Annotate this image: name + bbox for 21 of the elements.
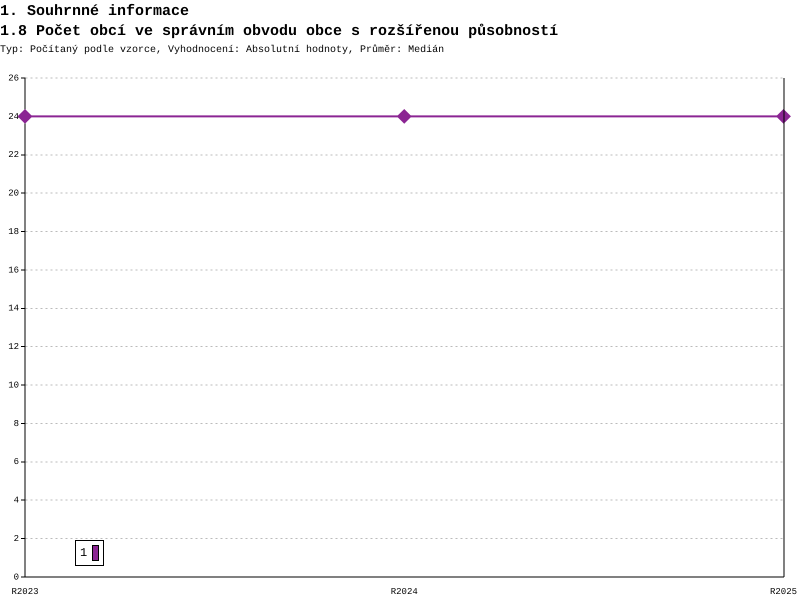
y-tick-label: 16 [8,265,19,276]
y-tick-label: 20 [8,188,19,199]
y-tick-label: 24 [8,112,19,122]
y-tick-label: 14 [8,304,19,314]
x-tick-label: R2025 [770,586,798,597]
y-tick-label: 8 [14,418,19,429]
y-tick-label: 10 [8,380,19,390]
y-tick-label: 0 [14,572,19,582]
x-tick-label: R2023 [11,586,39,597]
y-tick-label: 18 [8,226,19,237]
y-tick-label: 12 [8,342,19,352]
x-tick-label: R2024 [390,586,418,597]
y-tick-label: 6 [14,457,19,468]
y-tick-label: 22 [8,150,19,160]
y-tick-label: 26 [8,73,19,84]
legend-label: 1 [80,546,88,560]
y-tick-label: 4 [14,496,19,506]
y-tick-label: 2 [14,534,19,544]
text: Typ: Počítaný podle vzorce, Vyhodnocení: Absolutní hodnoty, Průměr: Medián [0,45,444,56]
chart-subtitle: 1.8 Počet obcí ve správním obvodu obce s rozšířenou působností [0,23,558,40]
chart-title: 1. Souhrnné informace [0,3,190,20]
